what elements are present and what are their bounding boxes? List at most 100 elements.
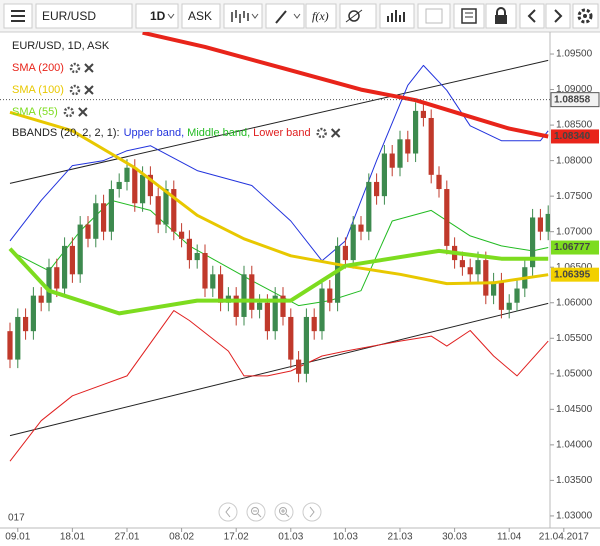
y-tick-label: 1.04500	[556, 404, 593, 415]
y-tick-label: 1.05500	[556, 333, 593, 344]
x-tick-label: 11.04	[497, 532, 522, 543]
moving-average	[142, 32, 549, 139]
candle-body	[280, 295, 286, 317]
candle-body	[77, 224, 83, 275]
calendar-button[interactable]	[417, 3, 451, 29]
candle-body	[61, 245, 68, 289]
candle-body	[327, 288, 333, 303]
legend-controls	[69, 62, 94, 74]
bollinger-band	[9, 310, 549, 462]
symbol-input[interactable]: EUR/USD	[35, 3, 133, 29]
y-tick-label: 1.07000	[556, 226, 593, 237]
candle-body	[295, 359, 302, 374]
candle-body	[186, 238, 192, 261]
legend: EUR/USD, 1D, ASK SMA (200) SMA (100) SMA (5…	[12, 40, 341, 139]
settings-icon[interactable]	[69, 84, 81, 96]
candle-body	[514, 288, 520, 303]
y-tick-label: 1.03000	[556, 511, 593, 522]
menu-button[interactable]	[3, 3, 33, 29]
candle-body	[38, 295, 44, 303]
y-tick-label: 1.06500	[556, 262, 593, 273]
x-tick-label: 30.03	[442, 532, 467, 543]
chart-type-button[interactable]	[223, 3, 263, 29]
x-tick-label: 21.04.2017	[539, 532, 589, 543]
remove-icon[interactable]	[330, 128, 341, 138]
candle-body	[69, 245, 75, 275]
scroll-left[interactable]	[218, 502, 238, 522]
candle-body	[545, 213, 550, 232]
lock-button[interactable]	[485, 3, 517, 29]
remove-icon[interactable]	[84, 63, 94, 73]
x-tick-label: 01.03	[278, 532, 303, 543]
candle-body	[381, 153, 387, 197]
remove-icon[interactable]	[78, 107, 88, 117]
next-button[interactable]	[545, 3, 571, 29]
period-button[interactable]: 1D	[135, 3, 179, 29]
candle-body	[15, 316, 21, 360]
bollinger-band	[9, 64, 549, 262]
last-price-label: 1.08858	[554, 94, 591, 105]
zoom-out[interactable]	[246, 502, 266, 522]
zoom-in[interactable]	[274, 502, 294, 522]
candle-body	[249, 274, 255, 310]
candle-body	[155, 196, 161, 225]
y-tick-label: 1.05000	[556, 368, 593, 379]
candle-body	[319, 288, 325, 332]
price-box	[551, 129, 599, 144]
indicators-button[interactable]: f(x)	[305, 3, 337, 29]
candle-body	[54, 267, 60, 289]
report-button[interactable]	[453, 3, 485, 29]
candle-body	[163, 189, 169, 225]
candle-body	[256, 302, 263, 310]
candle-body	[178, 231, 185, 239]
prev-button[interactable]	[519, 3, 545, 29]
candle-body	[30, 295, 36, 332]
draw-button[interactable]	[265, 3, 305, 29]
candle-body	[46, 267, 52, 303]
y-tick-label: 1.06000	[556, 297, 593, 308]
settings-icon[interactable]	[316, 127, 327, 139]
remove-icon[interactable]	[84, 85, 94, 95]
legend-entry: SMA (55)	[12, 106, 58, 118]
candle-body	[498, 281, 505, 310]
y-tick-label: 1.08000	[556, 155, 593, 166]
price-label: 1.08340	[554, 131, 591, 142]
side: ASK	[188, 9, 212, 23]
y-tick-label: 1.03500	[556, 475, 593, 486]
symbol: EUR/USD	[42, 9, 96, 23]
candle-body	[264, 302, 270, 332]
price-label: 1.06777	[554, 242, 591, 253]
candle-body	[233, 295, 239, 317]
candle-body	[483, 260, 489, 296]
legend-controls	[316, 127, 341, 139]
candle-body	[116, 181, 122, 190]
candle-body	[389, 153, 395, 168]
candle-body	[93, 203, 99, 239]
candle-body	[366, 181, 372, 232]
settings-button[interactable]	[572, 3, 599, 29]
settings-tool-button[interactable]	[339, 3, 377, 29]
candle-body	[311, 316, 317, 332]
axes: 1.03000 1.03500 1.04000 1.04500 1.05000 1.055…	[5, 49, 600, 543]
y-tick-label: 1.07500	[556, 191, 593, 202]
side-button[interactable]: ASK	[181, 3, 221, 29]
candle-body	[436, 174, 442, 190]
legend-entry: BBANDS (20, 2, 2, 1):	[12, 127, 120, 139]
volume-button[interactable]	[379, 3, 415, 29]
nav-controls	[218, 502, 322, 522]
candle-body	[202, 252, 208, 289]
period: 1D	[150, 9, 166, 23]
candle-body	[444, 189, 450, 246]
settings-icon[interactable]	[63, 106, 75, 118]
settings-icon[interactable]	[69, 62, 81, 74]
candle-body	[530, 217, 536, 268]
candle-body	[467, 267, 473, 275]
candle-body	[506, 302, 512, 310]
scroll-right[interactable]	[302, 502, 322, 522]
candle-body	[210, 274, 216, 289]
candle-body	[194, 252, 200, 261]
x-tick-label: 17.02	[224, 532, 249, 543]
trend-line	[9, 59, 549, 184]
